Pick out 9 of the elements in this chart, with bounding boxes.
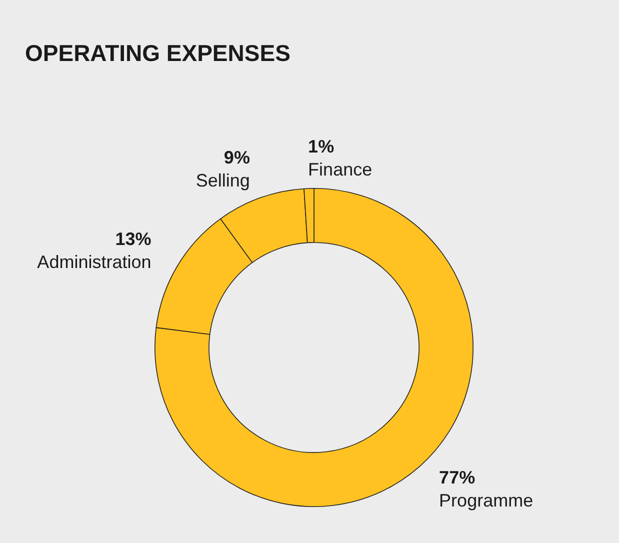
data-label: 13% <box>115 229 152 250</box>
slice-label: Finance <box>308 159 372 180</box>
slice-label: Administration <box>37 252 152 272</box>
slice-label: Programme <box>439 490 534 510</box>
slice-label: Selling <box>196 170 250 191</box>
chart-title: OPERATING EXPENSES <box>25 40 290 67</box>
data-label: 77% <box>439 467 476 488</box>
data-label: 9% <box>224 148 250 168</box>
data-label: 1% <box>308 136 334 156</box>
